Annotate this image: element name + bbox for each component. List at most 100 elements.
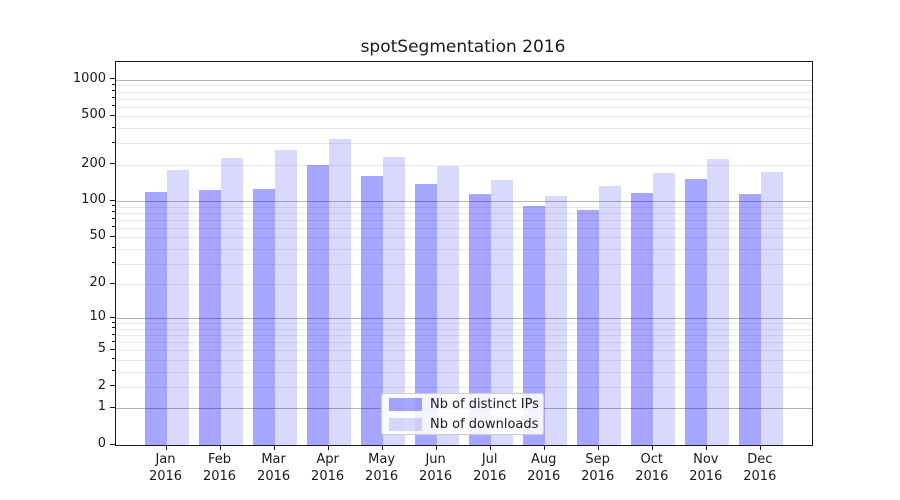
minor-gridline [116,143,812,145]
major-gridline [116,201,812,202]
plot-inner [116,62,812,445]
x-tick-year: 2016 [743,468,777,484]
major-gridline [116,318,812,320]
y-tick-label: 2 [97,377,106,393]
minor-gridline [116,237,812,239]
x-tick-mark [489,446,491,450]
major-gridline [116,79,812,81]
x-tick-year: 2016 [365,468,399,484]
y-tick-mark [110,199,115,201]
minor-gridline [116,263,812,265]
bar-distinct-ips [684,179,707,445]
bar-downloads [166,170,189,445]
x-tick-mark [165,446,167,450]
y-minor-tick-mark [112,247,115,249]
y-tick-label: 1000 [72,70,106,86]
x-tick-month: Mar [261,452,286,467]
minor-gridline [116,248,812,250]
y-minor-tick-mark [112,370,115,372]
minor-gridline [116,227,812,229]
x-tick-month: Aug [530,452,557,467]
bar-distinct-ips [738,194,761,445]
minor-gridline [116,116,812,118]
x-tick-mark [381,446,383,450]
x-tick-label: Feb 2016 [192,452,248,485]
x-tick-month: Sep [585,452,610,467]
bar-downloads [706,159,729,445]
y-minor-tick-mark [112,141,115,143]
minor-gridline [116,106,812,108]
y-tick-label: 50 [89,228,106,244]
minor-gridline [116,335,812,337]
bar-downloads [274,149,297,445]
x-tick-label: Jan 2016 [138,452,194,485]
x-tick-label: Jul 2016 [462,452,518,485]
minor-gridline [116,371,812,373]
y-minor-tick-mark [112,205,115,206]
y-tick-mark [110,348,115,350]
y-minor-tick-mark [112,83,115,85]
legend-swatch-distinct-ips [389,397,422,411]
x-tick-label: Mar 2016 [246,452,302,485]
y-minor-tick-mark [112,218,115,220]
minor-gridline [116,98,812,100]
bar-downloads [328,139,351,445]
y-tick-mark [110,78,115,80]
bar-distinct-ips [576,210,599,445]
minor-gridline [116,164,812,166]
y-tick-mark [110,406,115,408]
x-tick-mark [651,446,653,450]
y-minor-tick-mark [112,126,115,128]
bar-distinct-ips [198,190,221,445]
x-tick-label: Dec 2016 [732,452,788,485]
bar-distinct-ips [252,189,275,445]
y-minor-tick-mark [112,105,115,107]
x-tick-year: 2016 [202,468,237,484]
x-tick-month: Apr [316,452,339,467]
minor-gridline [116,342,812,344]
x-tick-mark [597,446,599,450]
bar-downloads [760,172,783,445]
minor-gridline [116,284,812,286]
bar-downloads [490,179,513,445]
bar-distinct-ips [306,165,329,445]
y-minor-tick-mark [112,90,115,92]
y-minor-tick-mark [112,340,115,342]
bar-downloads [598,185,621,445]
legend-item: Nb of distinct IPs [389,396,539,412]
minor-gridline [116,212,812,214]
y-tick-label: 20 [89,275,106,291]
y-tick-mark [110,282,115,284]
x-tick-month: Nov [693,452,719,467]
x-tick-mark [273,446,275,450]
y-tick-label: 100 [81,192,106,207]
x-tick-mark [435,446,437,450]
x-tick-label: Jun 2016 [408,452,464,485]
bar-distinct-ips [144,192,167,445]
y-minor-tick-mark [112,262,115,263]
minor-gridline [116,359,812,361]
x-tick-year: 2016 [581,468,615,484]
y-minor-tick-mark [112,211,115,213]
minor-gridline [116,206,812,208]
y-tick-label: 5 [97,341,106,357]
x-tick-mark [219,446,221,450]
y-tick-label: 0 [97,436,106,451]
x-tick-year: 2016 [257,468,291,484]
x-tick-label: Aug 2016 [516,452,572,485]
legend-label: Nb of distinct IPs [430,396,539,412]
minor-gridline [116,91,812,93]
x-tick-month: Feb [207,452,232,467]
x-tick-label: Nov 2016 [678,452,734,485]
legend: Nb of distinct IPs Nb of downloads [381,393,544,435]
bar-downloads [652,172,675,445]
minor-gridline [116,219,812,221]
x-tick-mark [759,446,761,450]
y-tick-mark [110,235,115,237]
y-tick-mark [110,163,115,165]
plot-area [115,61,813,446]
x-tick-mark [543,446,545,450]
y-minor-tick-mark [112,358,115,360]
x-tick-month: Jan [155,452,176,467]
